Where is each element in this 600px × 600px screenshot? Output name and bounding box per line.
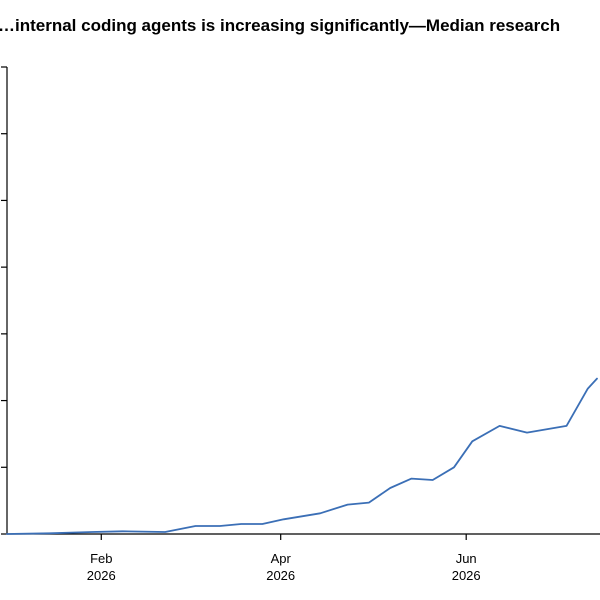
series-line: [6, 377, 598, 535]
series-layer: [6, 377, 598, 535]
x-tick-label-month: Apr: [271, 551, 292, 566]
chart-title: …internal coding agents is increasing si…: [0, 16, 560, 35]
axes: Feb 2026 Apr 2026 Jun 2026: [1, 66, 600, 583]
x-tick-label-year: 2026: [266, 568, 295, 583]
x-tick-label-month: Jun: [456, 551, 477, 566]
x-tick-label-year: 2026: [87, 568, 116, 583]
x-tick-label-month: Feb: [90, 551, 112, 566]
x-tick-label-year: 2026: [452, 568, 481, 583]
